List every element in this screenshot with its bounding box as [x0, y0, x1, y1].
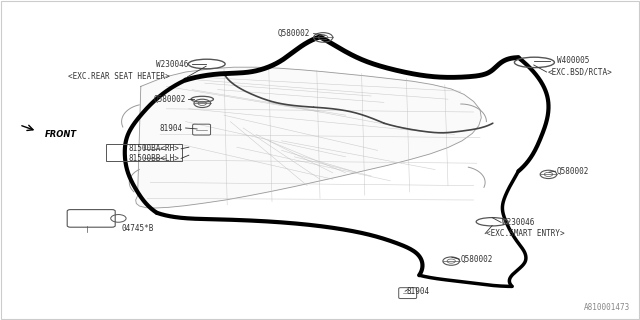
Text: 81904: 81904 [406, 287, 429, 296]
Text: Q580002: Q580002 [278, 29, 310, 38]
Text: Q580002: Q580002 [557, 167, 589, 176]
Text: <EXC.SMART ENTRY>: <EXC.SMART ENTRY> [486, 229, 565, 238]
Text: <EXC.BSD/RCTA>: <EXC.BSD/RCTA> [547, 68, 612, 76]
Text: W230046: W230046 [156, 60, 189, 68]
Text: 81904: 81904 [159, 124, 182, 132]
Text: FRONT: FRONT [45, 130, 77, 139]
Text: 04745*B: 04745*B [122, 224, 154, 233]
Text: Q580002: Q580002 [153, 95, 186, 104]
Text: Q580002: Q580002 [461, 255, 493, 264]
Text: <EXC.REAR SEAT HEATER>: <EXC.REAR SEAT HEATER> [68, 72, 170, 81]
Text: W400005: W400005 [557, 56, 589, 65]
Text: A810001473: A810001473 [584, 303, 630, 312]
Text: 81500BA<RH>: 81500BA<RH> [129, 144, 179, 153]
Text: 81500BB<LH>: 81500BB<LH> [129, 154, 179, 163]
Text: W230046: W230046 [502, 218, 535, 227]
Polygon shape [136, 67, 481, 208]
